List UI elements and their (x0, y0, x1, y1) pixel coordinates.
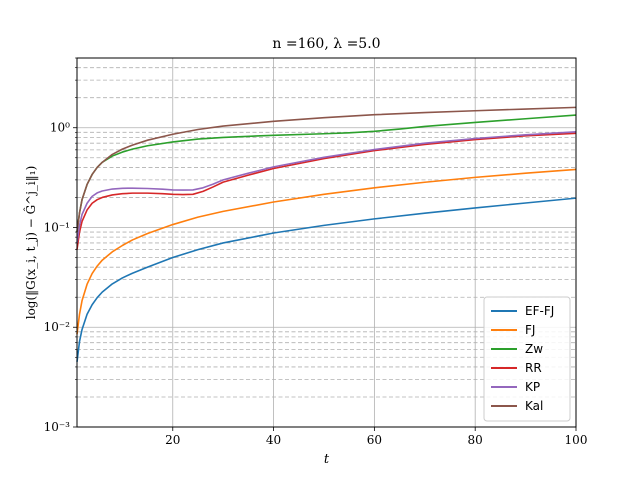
chart-title: n =160, λ =5.0 (272, 36, 380, 52)
series-line-ef-fj (76, 197, 577, 362)
x-tick-label: 40 (266, 433, 281, 447)
y-tick-label: 10⁻¹ (44, 220, 70, 234)
axis-ticks: 20 40 60 80 100 10⁻³ 10⁻² 10⁻¹ 10⁰ (44, 57, 588, 447)
y-tick-label: 10⁰ (50, 121, 70, 135)
legend-entry: Kal (525, 399, 543, 413)
plot-frame (76, 57, 577, 428)
x-tick-label: 100 (565, 433, 588, 447)
legend-entry: FJ (525, 323, 535, 337)
legend-box (483, 296, 571, 422)
series-lines (76, 106, 577, 362)
legend-entry: RR (525, 361, 542, 375)
y-tick-label: 10⁻² (44, 320, 71, 334)
x-tick-label: 80 (468, 433, 483, 447)
x-axis-label: t (324, 452, 330, 467)
y-axis-label: log(‖G(x_i, t_j) − Ĝ^j_i‖₁) (22, 166, 38, 320)
legend-entry: KP (525, 380, 540, 394)
series-line-kal (76, 106, 577, 233)
series-line-fj (76, 168, 577, 335)
x-tick-label: 60 (367, 433, 382, 447)
legend-entry: Zw (525, 342, 543, 356)
legend-entry: EF-FJ (525, 304, 554, 318)
series-line-kp (76, 131, 577, 244)
y-tick-label: 10⁻³ (44, 420, 71, 434)
series-line-rr (76, 132, 577, 250)
x-tick-label: 20 (165, 433, 180, 447)
legend: EF-FJ FJ Zw RR KP Kal (483, 296, 571, 422)
